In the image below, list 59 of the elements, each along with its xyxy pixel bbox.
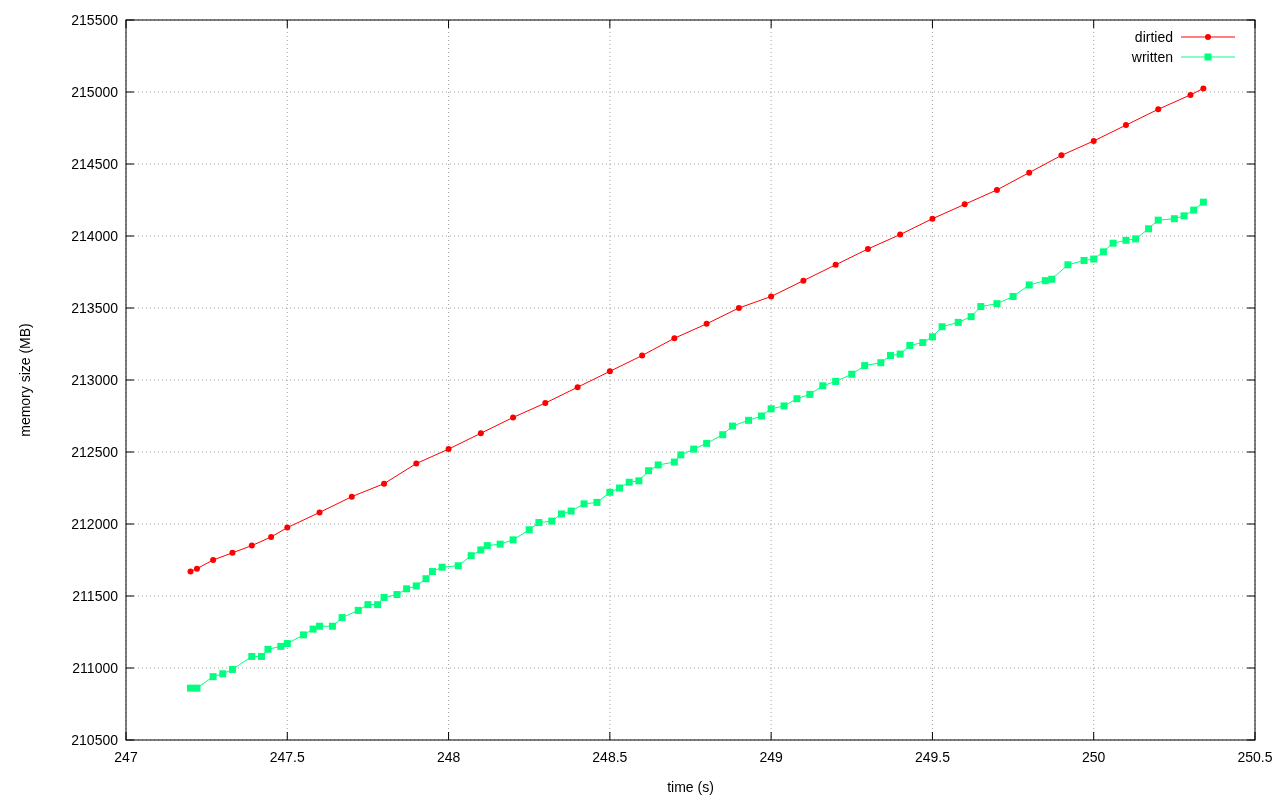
x-tick-label: 247.5 xyxy=(269,749,306,765)
point xyxy=(268,533,275,540)
point xyxy=(671,335,678,342)
x-axis-title: time (s) xyxy=(667,779,714,795)
legend-label: written xyxy=(1130,49,1173,65)
point xyxy=(445,446,452,453)
y-tick-label: 211500 xyxy=(72,588,119,604)
point xyxy=(229,549,236,556)
point xyxy=(606,368,613,375)
point xyxy=(542,400,549,407)
x-tick-label: 250.5 xyxy=(1237,749,1273,765)
point xyxy=(703,320,710,327)
point xyxy=(897,231,904,238)
x-tick-label: 250 xyxy=(1082,749,1106,765)
x-tick-label: 249.5 xyxy=(914,749,951,765)
point xyxy=(929,215,936,222)
legend-label: dirtied xyxy=(1134,29,1173,45)
point xyxy=(187,568,194,575)
y-tick-label: 214500 xyxy=(71,156,119,172)
y-tick-label: 215500 xyxy=(71,12,119,28)
point xyxy=(832,261,839,268)
point xyxy=(248,542,255,549)
point xyxy=(864,245,871,252)
point xyxy=(1187,91,1194,98)
y-tick-label: 213500 xyxy=(71,300,119,316)
point xyxy=(1058,152,1065,159)
point xyxy=(800,277,807,284)
point xyxy=(574,384,581,391)
point xyxy=(1090,137,1097,144)
point xyxy=(381,480,388,487)
point xyxy=(735,305,742,311)
point xyxy=(993,186,1000,193)
point xyxy=(961,201,968,208)
x-tick-label: 248.5 xyxy=(592,749,628,765)
point xyxy=(1155,106,1162,113)
point xyxy=(477,430,484,437)
point xyxy=(316,509,323,516)
point xyxy=(1200,85,1207,92)
y-tick-label: 211000 xyxy=(72,660,119,676)
x-tick-label: 249 xyxy=(759,749,784,765)
point xyxy=(193,565,200,572)
y-tick-label: 212000 xyxy=(71,516,119,532)
point xyxy=(348,493,355,500)
y-tick-label: 212500 xyxy=(71,444,119,460)
point xyxy=(510,414,517,421)
point xyxy=(210,557,217,563)
y-tick-label: 214000 xyxy=(71,228,119,244)
y-tick-label: 215000 xyxy=(71,84,119,100)
point xyxy=(1026,169,1033,176)
x-tick-label: 248 xyxy=(436,749,461,765)
point xyxy=(1122,122,1129,129)
y-axis-title: memory size (MB) xyxy=(17,323,33,437)
point xyxy=(284,524,291,531)
y-tick-label: 213000 xyxy=(71,372,119,388)
point xyxy=(768,293,775,300)
x-tick-label: 247 xyxy=(114,749,138,765)
point xyxy=(639,352,646,359)
y-tick-label: 210500 xyxy=(71,732,119,748)
point xyxy=(413,460,420,467)
